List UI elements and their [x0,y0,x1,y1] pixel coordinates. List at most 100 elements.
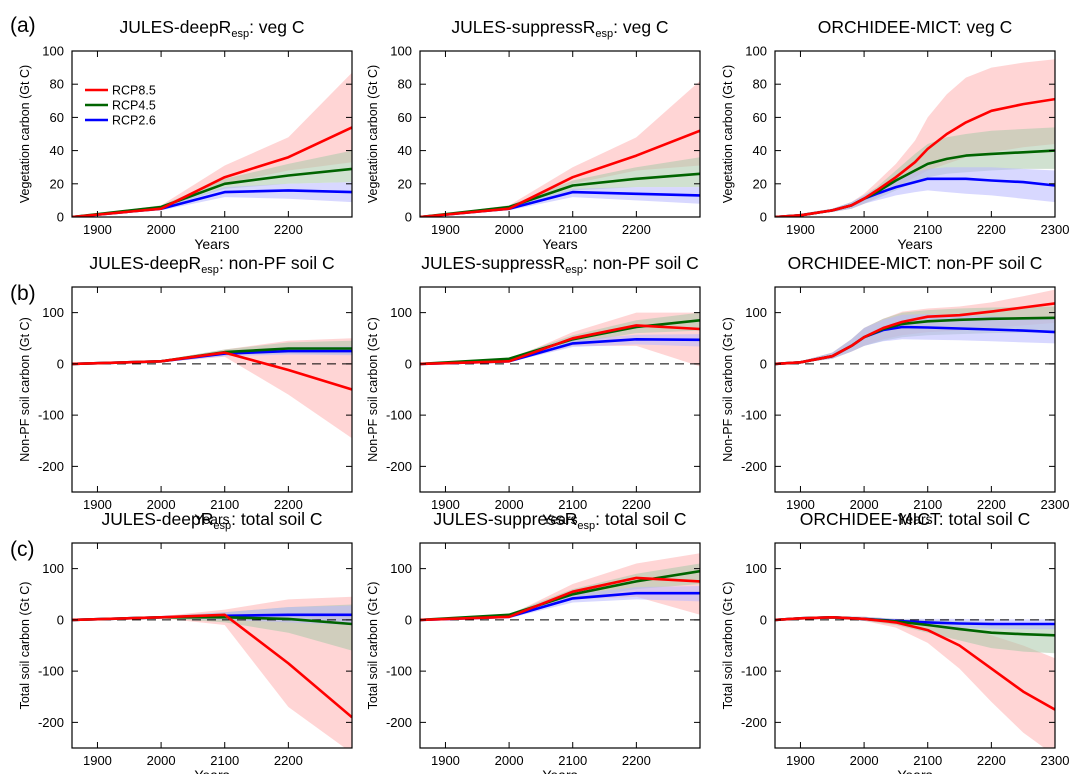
plot-area [775,615,1055,748]
plot-area [72,596,352,748]
x-tick-label: 2200 [274,222,303,237]
y-tick-label: 20 [50,176,64,191]
y-tick-label: -100 [38,408,64,423]
chart-title: ORCHIDEE-MICT: veg C [818,17,1012,37]
chart-title: JULES-suppressResp: total soil C [433,509,686,532]
y-tick-label: -100 [386,408,412,423]
y-axis-label: Total soil carbon (Gt C) [18,582,32,710]
x-tick-label: 2000 [495,222,524,237]
panel-4: -200 -100 0 100 1900 2000 2100 2200 Years Non-PF … [18,253,353,527]
x-tick-label: 2100 [913,753,942,768]
y-tick-label: 0 [57,612,64,627]
y-tick-label: -200 [741,459,767,474]
band-RCP2.6 [420,334,700,364]
y-tick-label: 40 [50,143,64,158]
x-tick-label: 2100 [913,222,942,237]
series-line-RCP8.5 [420,576,700,622]
x-tick-label: 2100 [558,753,587,768]
x-tick-label: 2300 [1041,222,1070,237]
series-line-RCP8.5 [72,126,352,217]
panel-1: 0 20 40 60 80 100 1900 2000 2100 2200 Years Vegetat… [18,17,353,252]
series-line-RCP8.5 [775,97,1055,217]
y-tick-label: -100 [386,664,412,679]
band-RCP4.5 [420,563,700,620]
x-tick-label: 2100 [210,222,239,237]
x-tick-label: 2100 [558,222,587,237]
y-tick-label: 100 [42,305,64,320]
y-tick-label: 20 [753,176,767,191]
x-tick-label: 2000 [147,753,176,768]
y-tick-label: -200 [386,715,412,730]
band-RCP8.5 [72,596,352,748]
y-axis-label: Non-PF soil carbon (Gt C) [366,317,380,461]
x-tick-label: 2000 [147,497,176,512]
x-axis-label: Years [897,236,932,252]
x-tick-label: 1900 [786,497,815,512]
y-tick-label: 100 [390,44,412,59]
x-tick-label: 1900 [786,222,815,237]
y-axis-label: Vegetation carbon (Gt C) [366,65,380,203]
plot-area [420,553,700,622]
row-label-b: (b) [10,282,36,305]
x-axis-label: Years [542,767,577,774]
chart-title: JULES-suppressResp: non-PF soil C [421,253,698,276]
x-tick-label: 2200 [622,222,651,237]
y-tick-label: 80 [50,77,64,92]
legend-label-RCP2.6: RCP2.6 [112,114,156,128]
chart-title: JULES-deepResp: veg C [119,17,304,40]
band-RCP4.5 [72,340,352,364]
plot-frame [774,286,1056,493]
y-tick-label: -200 [386,459,412,474]
band-RCP8.5 [420,553,700,620]
x-tick-label: 2200 [977,497,1006,512]
x-axis-label: Years [542,511,577,527]
y-axis-label: Vegetation carbon (Gt C) [721,65,735,203]
chart-title: ORCHIDEE-MICT: non-PF soil C [788,253,1043,273]
x-tick-label: 2100 [210,753,239,768]
y-tick-label: -200 [38,459,64,474]
y-tick-label: 0 [760,210,767,225]
plot-area [775,289,1055,366]
y-tick-label: 0 [405,210,412,225]
x-tick-label: 2000 [147,222,176,237]
x-tick-label: 1900 [83,222,112,237]
x-tick-label: 1900 [83,497,112,512]
y-axis-label: Non-PF soil carbon (Gt C) [721,317,735,461]
x-tick-label: 2000 [495,497,524,512]
panel-6: -200 -100 0 100 1900 2000 2100 2200 2300 Years Non… [721,253,1069,527]
y-tick-label: -200 [741,715,767,730]
series-line-RCP8.5 [72,351,352,391]
x-tick-label: 2000 [495,753,524,768]
y-tick-label: -200 [38,715,64,730]
y-tick-label: 0 [57,356,64,371]
y-axis-label: Non-PF soil carbon (Gt C) [18,317,32,461]
x-tick-label: 2200 [274,497,303,512]
x-tick-label: 2100 [210,497,239,512]
row-label-c: (c) [10,538,35,561]
band-RCP8.5 [775,616,1055,748]
x-tick-label: 2200 [977,753,1006,768]
x-tick-label: 2000 [850,222,879,237]
panel-2: 0 20 40 60 80 100 1900 2000 2100 2200 Years Vegetat… [366,17,701,252]
row-label-a: (a) [10,14,36,37]
plot-frame [419,542,701,749]
y-tick-label: 100 [745,44,767,59]
band-RCP4.5 [420,157,700,217]
y-tick-label: 100 [390,305,412,320]
band-RCP8.5 [72,338,352,439]
chart-title: JULES-deepResp: non-PF soil C [89,253,334,276]
chart-title: ORCHIDEE-MICT: total soil C [800,509,1030,529]
plot-area [72,338,352,439]
y-tick-label: 60 [753,110,767,125]
x-tick-label: 2200 [622,753,651,768]
plot-area [775,59,1055,217]
y-tick-label: 100 [745,305,767,320]
y-tick-label: 40 [753,143,767,158]
y-axis-label: Total soil carbon (Gt C) [721,582,735,710]
y-tick-label: 0 [760,356,767,371]
y-tick-label: 100 [42,44,64,59]
y-tick-label: 100 [390,561,412,576]
plot-frame [71,286,353,493]
legend-label-RCP8.5: RCP8.5 [112,84,156,98]
